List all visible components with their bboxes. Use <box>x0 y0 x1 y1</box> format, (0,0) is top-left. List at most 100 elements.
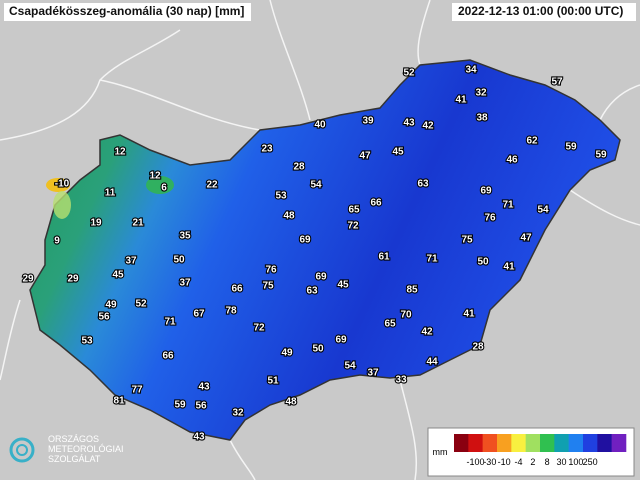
station-value: 47 <box>359 151 371 162</box>
station-value: 56 <box>98 312 110 323</box>
station-value: 37 <box>125 256 137 267</box>
station-value: 52 <box>135 299 147 310</box>
station-value: 50 <box>477 257 489 268</box>
logo-text: ORSZÁGOS <box>48 434 99 444</box>
station-value: 48 <box>285 397 297 408</box>
station-value: 22 <box>206 180 218 191</box>
station-value: 53 <box>275 191 287 202</box>
legend-swatch <box>554 434 569 452</box>
station-value: 41 <box>503 262 515 273</box>
legend-swatch <box>454 434 469 452</box>
station-value: 63 <box>306 286 318 297</box>
logo-text: METEOROLÓGIAI <box>48 444 124 454</box>
station-value: 49 <box>281 348 293 359</box>
station-value: 45 <box>337 280 349 291</box>
station-value: 46 <box>506 155 518 166</box>
station-value: 61 <box>378 252 390 263</box>
station-value: 51 <box>267 376 279 387</box>
station-value: 69 <box>315 272 327 283</box>
legend-swatch <box>568 434 584 452</box>
legend-unit: mm <box>433 447 448 457</box>
station-value: 63 <box>417 179 429 190</box>
legend-swatch <box>497 434 512 452</box>
station-value: 53 <box>81 336 93 347</box>
station-value: 81 <box>113 396 125 407</box>
station-value: 12 <box>114 147 126 158</box>
station-value: 37 <box>179 278 191 289</box>
station-value: 54 <box>310 180 322 191</box>
logo-mark <box>9 437 35 463</box>
station-value: 38 <box>476 113 488 124</box>
station-value: 42 <box>421 327 433 338</box>
logo: ORSZÁGOS METEOROLÓGIAI SZOLGÁLAT <box>9 434 124 464</box>
station-value: 77 <box>131 385 143 396</box>
station-value: 57 <box>551 77 563 88</box>
station-value: 69 <box>299 235 311 246</box>
station-value: 71 <box>502 200 514 211</box>
station-value: 71 <box>164 317 176 328</box>
station-value: 75 <box>461 235 473 246</box>
station-value: 28 <box>293 162 305 173</box>
wet-area <box>146 176 174 194</box>
legend-tick: -4 <box>514 457 522 467</box>
station-value: 40 <box>314 120 326 131</box>
station-value: 32 <box>475 88 487 99</box>
station-value: 69 <box>480 186 492 197</box>
station-value: 67 <box>193 309 205 320</box>
station-value: 47 <box>520 233 532 244</box>
station-value: 76 <box>484 213 496 224</box>
station-value: 29 <box>67 274 79 285</box>
legend-tick: 2 <box>530 457 535 467</box>
station-value: 56 <box>195 401 207 412</box>
station-value: 52 <box>403 68 415 79</box>
station-value: 35 <box>179 231 191 242</box>
station-value: 48 <box>283 211 295 222</box>
station-value: 41 <box>455 95 467 106</box>
legend-swatch <box>511 434 526 452</box>
station-value: 39 <box>362 116 374 127</box>
station-value: 72 <box>347 221 359 232</box>
country <box>29 59 621 441</box>
station-value: 65 <box>348 205 360 216</box>
logo-text: SZOLGÁLAT <box>48 454 101 464</box>
station-value: 12 <box>149 171 161 182</box>
legend-swatch <box>482 434 498 452</box>
legend-swatch <box>525 434 541 452</box>
station-value: 59 <box>595 150 607 161</box>
station-value: 66 <box>162 351 174 362</box>
station-value: 59 <box>565 142 577 153</box>
station-value: 50 <box>173 255 185 266</box>
station-value: 71 <box>426 254 438 265</box>
station-value: 29 <box>22 274 34 285</box>
station-value: 62 <box>526 136 538 147</box>
legend-tick: -10 <box>498 457 511 467</box>
legend-tick: 100 <box>568 457 583 467</box>
station-value: 66 <box>370 198 382 209</box>
station-value: 70 <box>400 310 412 321</box>
station-value: 85 <box>406 285 418 296</box>
legend-tick: -100 <box>466 457 484 467</box>
title: Csapadékösszeg-anomália (30 nap) [mm] <box>9 4 244 18</box>
station-value: 34 <box>465 65 477 76</box>
station-value: 21 <box>132 218 144 229</box>
station-value: 45 <box>112 270 124 281</box>
station-value: 54 <box>537 205 549 216</box>
station-value: 33 <box>395 375 407 386</box>
timestamp: 2022-12-13 01:00 (00:00 UTC) <box>458 4 623 18</box>
station-value: 69 <box>335 335 347 346</box>
station-value: -10 <box>55 179 70 190</box>
station-value: 6 <box>161 183 167 194</box>
legend-swatch <box>540 434 555 452</box>
legend-swatch <box>468 434 483 452</box>
station-value: 78 <box>225 306 237 317</box>
station-value: 32 <box>232 408 244 419</box>
station-value: 49 <box>105 300 117 311</box>
timestamp-box <box>452 3 636 21</box>
title-box <box>4 3 251 21</box>
station-value: 65 <box>384 319 396 330</box>
station-value: 43 <box>198 382 210 393</box>
station-value: 54 <box>344 361 356 372</box>
